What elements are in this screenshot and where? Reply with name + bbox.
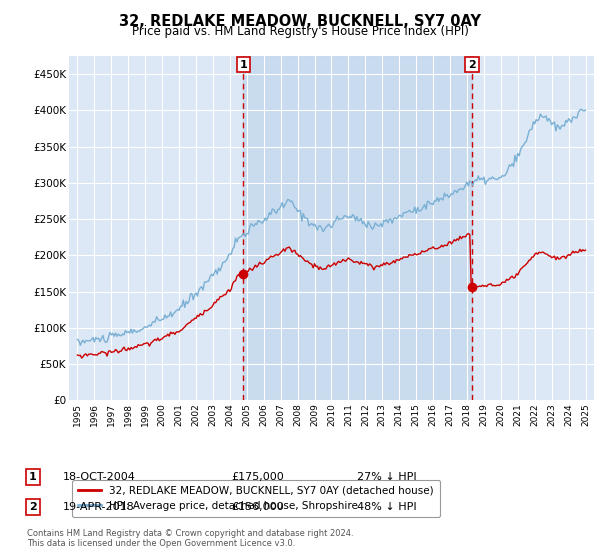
Text: £156,000: £156,000 — [231, 502, 284, 512]
Text: 19-APR-2018: 19-APR-2018 — [63, 502, 135, 512]
Text: £175,000: £175,000 — [231, 472, 284, 482]
Text: 1: 1 — [239, 60, 247, 69]
Text: Contains HM Land Registry data © Crown copyright and database right 2024.
This d: Contains HM Land Registry data © Crown c… — [27, 529, 353, 548]
Legend: 32, REDLAKE MEADOW, BUCKNELL, SY7 0AY (detached house), HPI: Average price, deta: 32, REDLAKE MEADOW, BUCKNELL, SY7 0AY (d… — [71, 480, 440, 517]
Text: 27% ↓ HPI: 27% ↓ HPI — [357, 472, 416, 482]
Text: Price paid vs. HM Land Registry's House Price Index (HPI): Price paid vs. HM Land Registry's House … — [131, 25, 469, 38]
Text: 2: 2 — [29, 502, 37, 512]
Bar — [243, 56, 472, 400]
Text: 2: 2 — [468, 60, 476, 69]
Text: 1: 1 — [29, 472, 37, 482]
Text: 48% ↓ HPI: 48% ↓ HPI — [357, 502, 416, 512]
Text: 18-OCT-2004: 18-OCT-2004 — [63, 472, 136, 482]
Text: 32, REDLAKE MEADOW, BUCKNELL, SY7 0AY: 32, REDLAKE MEADOW, BUCKNELL, SY7 0AY — [119, 14, 481, 29]
